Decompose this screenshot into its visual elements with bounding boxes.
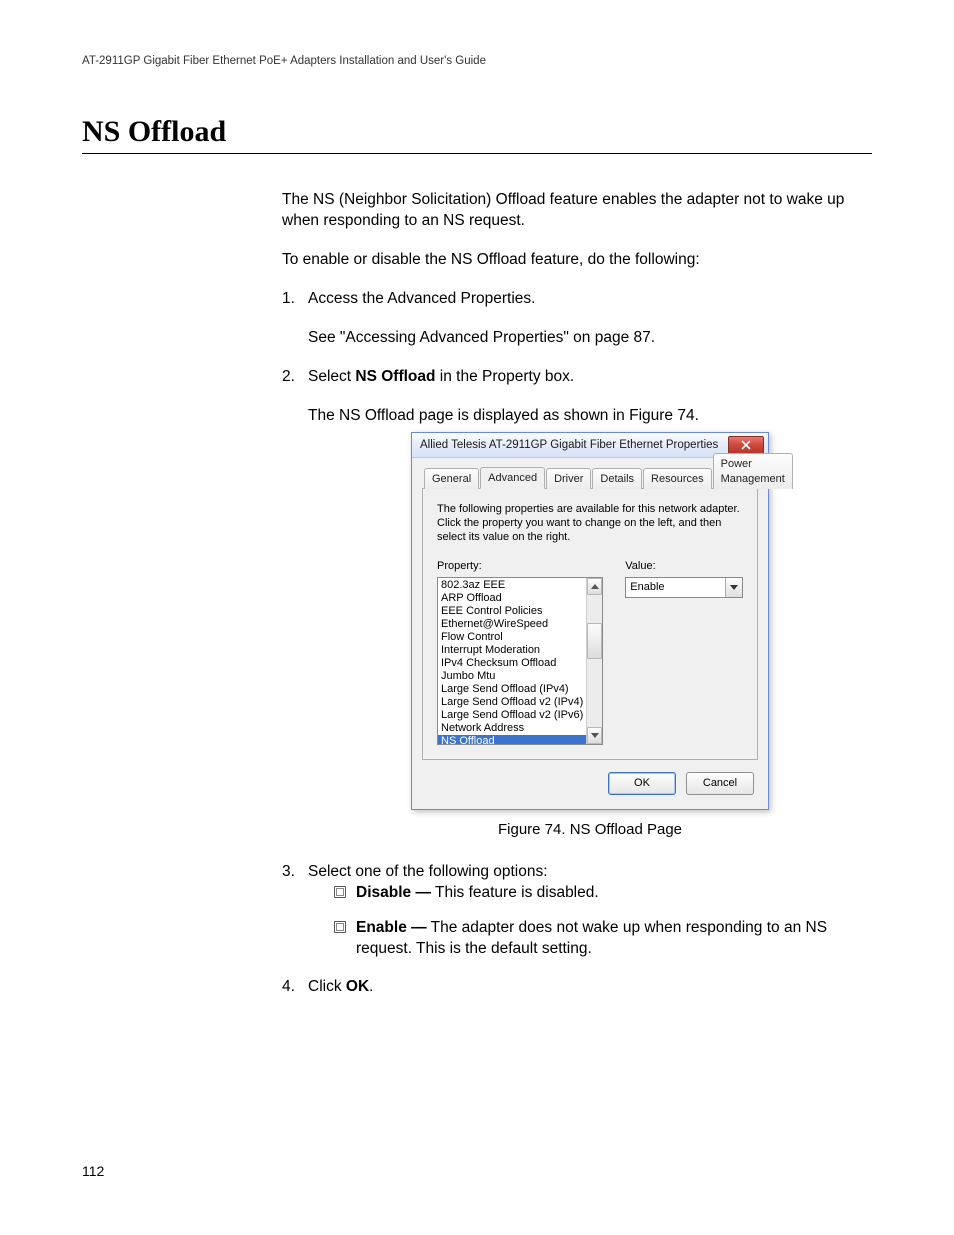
value-label: Value:: [625, 559, 743, 574]
step-2: 2. Select NS Offload in the Property box…: [282, 367, 872, 840]
property-item[interactable]: Ethernet@WireSpeed: [438, 618, 586, 631]
chevron-up-icon: [591, 584, 599, 589]
properties-dialog: Allied Telesis AT-2911GP Gigabit Fiber E…: [411, 432, 769, 809]
option-enable-text: The adapter does not wake up when respon…: [356, 919, 827, 957]
option-enable-bold: Enable —: [356, 919, 427, 936]
combo-dropdown-button[interactable]: [725, 578, 742, 597]
property-item[interactable]: IPv4 Checksum Offload: [438, 657, 586, 670]
chevron-down-icon: [730, 585, 738, 590]
page-number: 112: [82, 1163, 104, 1179]
step-1-sub: See "Accessing Advanced Properties" on p…: [308, 328, 872, 349]
step-2-pre: Select: [308, 368, 355, 385]
option-disable: Disable — This feature is disabled.: [334, 883, 872, 904]
panel-description: The following properties are available f…: [437, 503, 743, 544]
property-item[interactable]: Large Send Offload (IPv4): [438, 683, 586, 696]
running-header: AT-2911GP Gigabit Fiber Ethernet PoE+ Ad…: [82, 55, 872, 67]
chevron-down-icon: [591, 733, 599, 738]
step-2-post: in the Property box.: [435, 368, 574, 385]
tab-general[interactable]: General: [424, 468, 479, 490]
scroll-thumb[interactable]: [587, 623, 602, 659]
property-item[interactable]: Flow Control: [438, 631, 586, 644]
tab-resources[interactable]: Resources: [643, 468, 712, 490]
property-item[interactable]: EEE Control Policies: [438, 605, 586, 618]
value-selected: Enable: [630, 580, 664, 595]
scroll-up-button[interactable]: [587, 578, 602, 595]
scrollbar[interactable]: [586, 578, 602, 744]
close-icon: [741, 440, 751, 450]
step-2-sub: The NS Offload page is displayed as show…: [308, 406, 872, 427]
option-disable-bold: Disable —: [356, 884, 431, 901]
tab-strip: General Advanced Driver Details Resource…: [422, 466, 758, 489]
intro-paragraph-1: The NS (Neighbor Solicitation) Offload f…: [282, 190, 872, 232]
step-4-bold: OK: [346, 978, 369, 995]
step-2-bold: NS Offload: [355, 368, 435, 385]
scroll-down-button[interactable]: [587, 727, 602, 744]
bullet-icon: [334, 886, 346, 898]
step-3: 3. Select one of the following options: …: [282, 862, 872, 960]
step-3-text: Select one of the following options:: [308, 863, 548, 880]
ok-button[interactable]: OK: [608, 772, 676, 795]
scroll-track[interactable]: [587, 595, 602, 727]
step-1-text: Access the Advanced Properties.: [308, 290, 535, 307]
bullet-icon: [334, 921, 346, 933]
tab-driver[interactable]: Driver: [546, 468, 591, 490]
figure-caption: Figure 74. NS Offload Page: [308, 820, 872, 840]
tab-details[interactable]: Details: [592, 468, 642, 490]
tab-power-management[interactable]: Power Management: [713, 453, 793, 490]
value-combobox[interactable]: Enable: [625, 577, 743, 598]
step-4: 4. Click OK.: [282, 977, 872, 998]
property-item[interactable]: 802.3az EEE: [438, 579, 586, 592]
close-button[interactable]: [728, 436, 764, 454]
property-item[interactable]: Large Send Offload v2 (IPv4): [438, 696, 586, 709]
dialog-title: Allied Telesis AT-2911GP Gigabit Fiber E…: [420, 438, 718, 454]
step-4-pre: Click: [308, 978, 346, 995]
option-enable: Enable — The adapter does not wake up wh…: [334, 918, 872, 960]
property-item[interactable]: NS Offload: [438, 735, 586, 744]
intro-paragraph-2: To enable or disable the NS Offload feat…: [282, 250, 872, 271]
step-4-post: .: [369, 978, 373, 995]
option-disable-text: This feature is disabled.: [431, 884, 599, 901]
step-1: 1. Access the Advanced Properties. See "…: [282, 289, 872, 349]
tab-panel-advanced: The following properties are available f…: [422, 489, 758, 759]
property-item[interactable]: ARP Offload: [438, 592, 586, 605]
property-item[interactable]: Jumbo Mtu: [438, 670, 586, 683]
tab-advanced[interactable]: Advanced: [480, 467, 545, 490]
property-item[interactable]: Large Send Offload v2 (IPv6): [438, 709, 586, 722]
property-item[interactable]: Interrupt Moderation: [438, 644, 586, 657]
property-item[interactable]: Network Address: [438, 722, 586, 735]
property-listbox[interactable]: 802.3az EEEARP OffloadEEE Control Polici…: [437, 577, 603, 745]
property-label: Property:: [437, 559, 603, 574]
cancel-button[interactable]: Cancel: [686, 772, 754, 795]
section-title: NS Offload: [82, 115, 872, 154]
